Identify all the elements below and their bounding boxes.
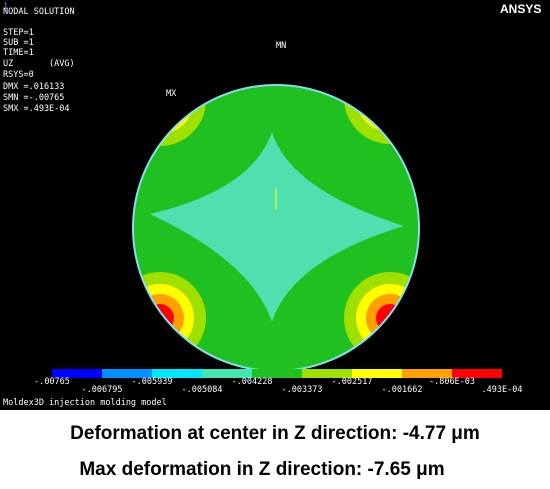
legend-label: -.001662	[382, 385, 423, 395]
legend-swatch	[302, 369, 352, 378]
info-line: TIME=1	[3, 48, 34, 58]
legend-swatch	[202, 369, 252, 378]
legend-label: -.005939	[132, 377, 173, 387]
window-id: 1	[3, 2, 8, 12]
info-line: NODAL SOLUTION	[3, 7, 75, 17]
legend-swatch	[52, 369, 102, 378]
legend-swatch	[402, 369, 452, 378]
legend-label: -.003373	[282, 385, 323, 395]
caption: Max deformation in Z direction: -7.65 μm	[79, 459, 444, 480]
legend-swatch	[102, 369, 152, 378]
footer: Moldex3D injection molding model	[3, 398, 167, 408]
legend-label: -.006795	[82, 385, 123, 395]
logo: ANSYS	[500, 2, 541, 16]
min-label: MN	[276, 41, 286, 51]
info-line: STEP=1	[3, 28, 34, 38]
legend-label: .493E-04	[482, 385, 523, 395]
legend-swatch	[452, 369, 502, 378]
legend-label: -.002517	[332, 377, 373, 387]
info-line: UZ (AVG)	[3, 59, 75, 69]
info-line: RSYS=0	[3, 70, 34, 80]
center-zone	[150, 132, 404, 322]
max-label: MX	[166, 89, 177, 99]
info-line: SMX =.493E-04	[3, 104, 70, 114]
legend-label: -.00765	[34, 377, 70, 387]
legend: -.00765-.006795-.005939-.005084-.004228-…	[34, 369, 522, 395]
legend-label: -.806E-03	[429, 377, 475, 387]
legend-label: -.004228	[232, 377, 273, 387]
caption: Deformation at center in Z direction: -4…	[70, 423, 480, 444]
legend-swatch	[352, 369, 402, 378]
info-line: SUB =1	[3, 38, 34, 48]
info-line: DMX =.016133	[3, 82, 64, 92]
legend-label: -.005084	[182, 385, 223, 395]
legend-swatch	[252, 369, 302, 378]
legend-swatch	[152, 369, 202, 378]
info-line: SMN =-.00765	[3, 93, 64, 103]
